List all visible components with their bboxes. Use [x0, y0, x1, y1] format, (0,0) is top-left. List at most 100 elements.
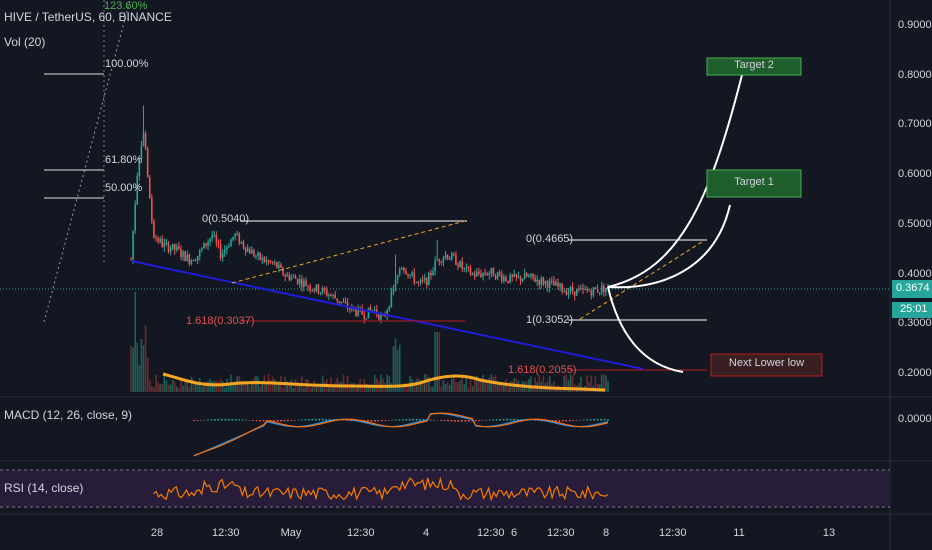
macd-histogram-bar [561, 420, 564, 422]
fib-left [43, 0, 131, 323]
candle-body [198, 250, 201, 257]
candle-body [498, 272, 501, 275]
macd-histogram-bar [300, 419, 303, 421]
candle-body [365, 318, 368, 320]
candle-body [313, 289, 316, 291]
volume-bar [421, 382, 424, 392]
candle-body [321, 288, 324, 293]
volume-bar [496, 383, 499, 392]
candle-body [251, 250, 253, 254]
candle-body [230, 239, 232, 247]
volume-bar [153, 387, 155, 392]
volume-bar [148, 379, 151, 392]
macd-histogram-bar [262, 420, 265, 422]
candle-body [469, 267, 472, 275]
volume-bar [457, 381, 459, 392]
candle-body [490, 267, 493, 274]
candle-body [425, 277, 428, 286]
price-tick: 0.6000 [898, 168, 932, 181]
volume-bar [201, 386, 203, 392]
candle-body [588, 290, 591, 292]
macd-histogram-bar [506, 418, 509, 421]
candle-body [596, 288, 599, 293]
volume-bar [278, 381, 280, 392]
macd-histogram-bar [509, 418, 512, 421]
candle-body [461, 261, 463, 269]
lower-low-box[interactable] [710, 353, 823, 377]
time-tick: 6 [510, 527, 518, 539]
volume-bar [180, 378, 182, 392]
candle-body [571, 287, 574, 292]
candle-body [267, 260, 270, 262]
volume-bar [392, 346, 395, 392]
candle-body [528, 276, 530, 278]
price-tick: 0.9000 [898, 19, 932, 31]
macd-histogram-bar [231, 418, 234, 421]
volume-bar [571, 376, 574, 392]
candle-body [169, 248, 172, 252]
volume-bar [244, 381, 247, 392]
candle-body [603, 285, 605, 293]
macd-histogram-bar [502, 418, 505, 421]
candle-body [553, 280, 555, 286]
candle-body [411, 272, 414, 275]
target-1-box[interactable] [706, 169, 802, 198]
macd-histogram-bar [485, 419, 488, 421]
macd-histogram-bar [481, 420, 484, 421]
volume-bar [371, 387, 374, 392]
volume-bar [357, 384, 359, 392]
macd-histogram-bar [603, 418, 606, 421]
time-tick: May [280, 527, 302, 539]
macd-histogram-bar [467, 420, 470, 422]
macd-histogram-bar [575, 420, 578, 421]
volume-bar [317, 386, 320, 392]
macd-histogram-bar [513, 418, 515, 421]
candle-body [534, 277, 536, 282]
volume-bar [311, 387, 314, 392]
candle-body [178, 246, 180, 249]
candle-body [305, 280, 307, 287]
candle-body [492, 267, 495, 277]
candle-body [138, 158, 141, 176]
volume-bar [586, 375, 588, 392]
macd-histogram-bar [328, 419, 331, 421]
volume-bar [346, 375, 349, 392]
fib-a[interactable] [231, 220, 467, 322]
volume-bar [144, 325, 147, 392]
candle-body [405, 271, 407, 275]
trend-line[interactable] [130, 260, 644, 370]
volume-bar [453, 374, 455, 392]
candle-body [384, 315, 386, 317]
candle-body [334, 294, 336, 299]
rsi-line [153, 476, 609, 502]
candle-body [563, 291, 566, 293]
volume-bar [161, 384, 164, 392]
candle-body [340, 301, 343, 303]
macd-histogram-bar [255, 420, 258, 422]
candle-body [465, 266, 468, 268]
fib-b[interactable] [568, 239, 707, 371]
volume-bar [413, 384, 416, 392]
volume-bar [248, 386, 251, 392]
time-tick: 12:30 [347, 527, 375, 539]
candle-body [388, 306, 391, 311]
candle-body [575, 288, 578, 296]
macd-histogram-bar [530, 419, 533, 421]
macd-histogram-bar [318, 418, 321, 421]
candle-body [332, 294, 334, 296]
macd-histogram-bar [276, 420, 279, 422]
macd-histogram-bar [516, 419, 519, 421]
target-2-box[interactable] [706, 57, 802, 76]
candle-body [282, 267, 284, 276]
volume-bar [196, 381, 199, 392]
candle-body [525, 273, 528, 277]
candle-body [271, 261, 274, 264]
candle-body [173, 243, 176, 250]
candle-body [325, 290, 328, 296]
candle-body [182, 251, 184, 257]
macd-histogram-bar [200, 420, 202, 421]
candle-body [507, 280, 509, 283]
candle-body [396, 274, 399, 280]
candle-body [136, 175, 139, 205]
